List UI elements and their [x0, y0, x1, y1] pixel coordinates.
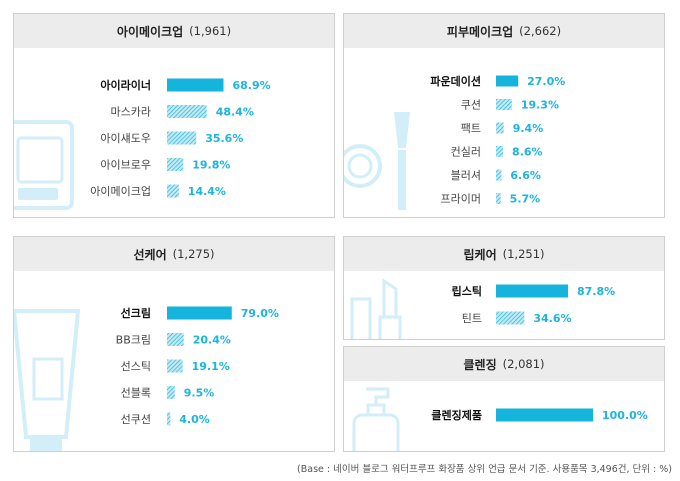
panel-header: 선케어 (1,275) [14, 237, 334, 271]
category-label: 선쿠션 [121, 413, 151, 426]
panel-header: 아이메이크업 (1,961) [14, 14, 334, 48]
panel-title: 립케어 [463, 247, 497, 262]
value-label: 4.0% [179, 413, 210, 426]
category-label: 선크림 [121, 306, 151, 320]
value-label: 19.3% [521, 99, 559, 112]
panel-cleansing: 클렌징 (2,081) 클렌징제품 100.0% [343, 346, 665, 452]
bar [167, 105, 207, 118]
bar [496, 311, 525, 325]
value-label: 87.8% [577, 285, 615, 298]
value-label: 9.5% [184, 387, 215, 400]
category-label: 컨실러 [451, 146, 481, 159]
value-label: 34.6% [533, 312, 571, 325]
bar [496, 146, 504, 157]
category-label: BB크림 [116, 334, 151, 347]
value-label: 14.4% [188, 185, 226, 198]
bar [167, 412, 171, 426]
chart-lip-care: 립스틱 87.8% 틴트 34.6% [452, 284, 616, 325]
chart-skin-makeup: 파운데이션 27.0% 쿠션 19.3% 팩트 9.4% 컨실러 8.6% 블러셔 6.6% 프라이… [430, 74, 565, 206]
footnote: (Base : 네이버 블로그 워터프루프 화장품 상위 언급 문서 기준. 사… [297, 464, 672, 475]
value-label: 100.0% [602, 409, 648, 422]
value-label: 79.0% [241, 307, 279, 320]
panel-title: 아이메이크업 [116, 24, 184, 39]
value-label: 68.9% [232, 79, 270, 92]
value-label: 9.4% [513, 122, 544, 135]
panel-header: 클렌징 (2,081) [344, 347, 664, 381]
category-label: 아이섀도우 [100, 132, 151, 145]
category-label: 클렌징제품 [431, 408, 482, 422]
chart-cleansing: 클렌징제품 100.0% [431, 408, 648, 422]
panel-sun-care: 선케어 (1,275) 선크림 79.0% BB크림 20.4% 선스틱 19.1% 선블록… [13, 236, 335, 452]
panel-header: 립케어 (1,251) [344, 237, 664, 271]
panel-title: 클렌징 [463, 357, 497, 372]
panel-count: (2,662) [519, 24, 562, 38]
category-label: 립스틱 [452, 284, 482, 298]
bar [496, 75, 519, 87]
bar [496, 169, 502, 181]
value-label: 35.6% [205, 132, 243, 145]
category-label: 파운데이션 [430, 74, 481, 88]
category-label: 마스카라 [111, 106, 151, 119]
bar [167, 386, 175, 399]
chart-sun-care: 선크림 79.0% BB크림 20.4% 선스틱 19.1% 선블록 9.5% 선쿠션 4.0% [116, 306, 279, 426]
value-label: 19.8% [192, 159, 230, 172]
panel-title: 선케어 [133, 247, 167, 262]
bar [496, 284, 568, 298]
category-label: 선스틱 [121, 360, 151, 373]
value-label: 27.0% [527, 75, 565, 88]
bar [167, 306, 232, 320]
value-label: 6.6% [510, 169, 541, 182]
category-label: 쿠션 [461, 99, 481, 112]
bar [496, 122, 504, 134]
bar [496, 99, 512, 110]
bar [167, 78, 224, 92]
panel-title: 피부메이크업 [446, 24, 514, 39]
bar [167, 359, 183, 373]
category-label: 틴트 [462, 312, 482, 325]
chart-eye-makeup: 아이라이너 68.9% 마스카라 48.4% 아이섀도우 35.6% 아이브로우 19.8% 아… [90, 78, 270, 198]
category-label: 팩트 [461, 122, 481, 135]
panel-count: (1,275) [172, 247, 215, 261]
value-label: 8.6% [512, 146, 543, 159]
category-label: 프라이머 [441, 193, 481, 206]
value-label: 19.1% [192, 360, 230, 373]
bar [167, 158, 184, 171]
bar [167, 333, 184, 346]
bar [496, 408, 593, 422]
category-label: 블러셔 [451, 169, 481, 182]
panel-lip-care: 립케어 (1,251) 립스틱 87.8% 틴트 34.6% [343, 236, 665, 340]
panel-count: (1,961) [189, 24, 232, 38]
panel-count: (1,251) [502, 247, 545, 261]
category-label: 아이메이크업 [90, 185, 151, 198]
value-label: 5.7% [510, 193, 541, 206]
panel-header: 피부메이크업 (2,662) [344, 14, 664, 48]
panel-count: (2,081) [502, 357, 545, 371]
bar [496, 193, 501, 204]
value-label: 48.4% [216, 106, 254, 119]
value-label: 20.4% [193, 334, 231, 347]
bar [167, 184, 179, 198]
panel-skin-makeup: 피부메이크업 (2,662) 파운데이션 27.0% 쿠션 19.3% 팩트 9.4% 컨실… [343, 13, 665, 218]
category-label: 선블록 [121, 387, 151, 400]
panel-eye-makeup: 아이메이크업 (1,961) 아이라이너 68.9% 마스카라 48.4% 아이섀도우 3… [13, 13, 335, 218]
bar [167, 131, 197, 145]
category-label: 아이브로우 [100, 159, 151, 172]
category-label: 아이라이너 [100, 78, 151, 92]
